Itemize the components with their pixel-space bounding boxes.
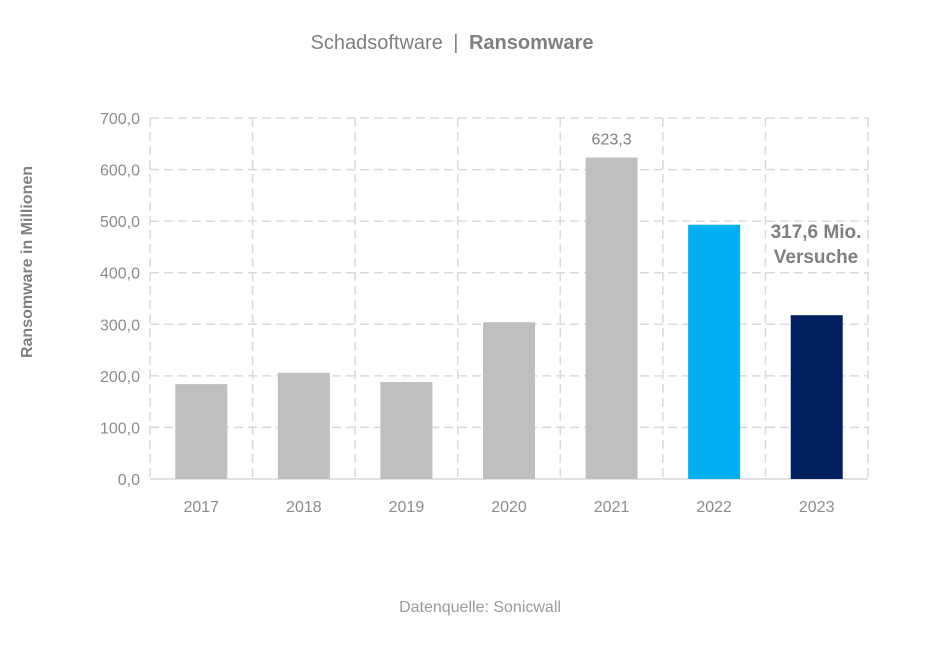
y-tick-label: 200,0 [100, 369, 140, 386]
y-tick-label: 300,0 [100, 317, 140, 334]
bar-2018 [277, 372, 330, 479]
annotation-line-2: Versuche [774, 247, 859, 268]
chart-title-prefix: Schadsoftware [311, 32, 443, 54]
y-tick-label: 100,0 [100, 420, 140, 437]
x-tick-label: 2023 [799, 499, 835, 516]
y-axis-label: Ransomware in Millionen [19, 166, 36, 358]
bars [175, 157, 843, 479]
bar-2019 [380, 382, 433, 479]
bar-2022 [688, 224, 741, 479]
y-tick-label: 0,0 [118, 472, 140, 489]
x-tick-label: 2022 [696, 499, 732, 516]
bar-2017 [175, 384, 228, 479]
bar-2023 [790, 315, 843, 479]
data-label: 623,3 [592, 132, 632, 149]
chart-title: Schadsoftware | Ransomware [311, 32, 594, 54]
y-tick-label: 400,0 [100, 266, 140, 283]
data-source: Datenquelle: Sonicwall [399, 599, 561, 616]
x-tick-label: 2021 [594, 499, 630, 516]
y-tick-label: 600,0 [100, 163, 140, 180]
x-tick-label: 2019 [389, 499, 425, 516]
y-tick-label: 700,0 [100, 111, 140, 128]
y-tick-label: 500,0 [100, 214, 140, 231]
x-tick-label: 2018 [286, 499, 322, 516]
labels: 0,0 100,0 200,0 300,0 400,0 500,0 600,0 700,0 20… [100, 111, 835, 516]
x-tick-label: 2020 [491, 499, 527, 516]
chart-title-main: Ransomware [469, 32, 594, 54]
bar-2021 [585, 157, 638, 479]
chart-title-separator: | [453, 32, 458, 54]
bar-2020 [483, 322, 535, 479]
annotation-line-1: 317,6 Mio. [771, 222, 862, 243]
x-tick-label: 2017 [183, 499, 219, 516]
